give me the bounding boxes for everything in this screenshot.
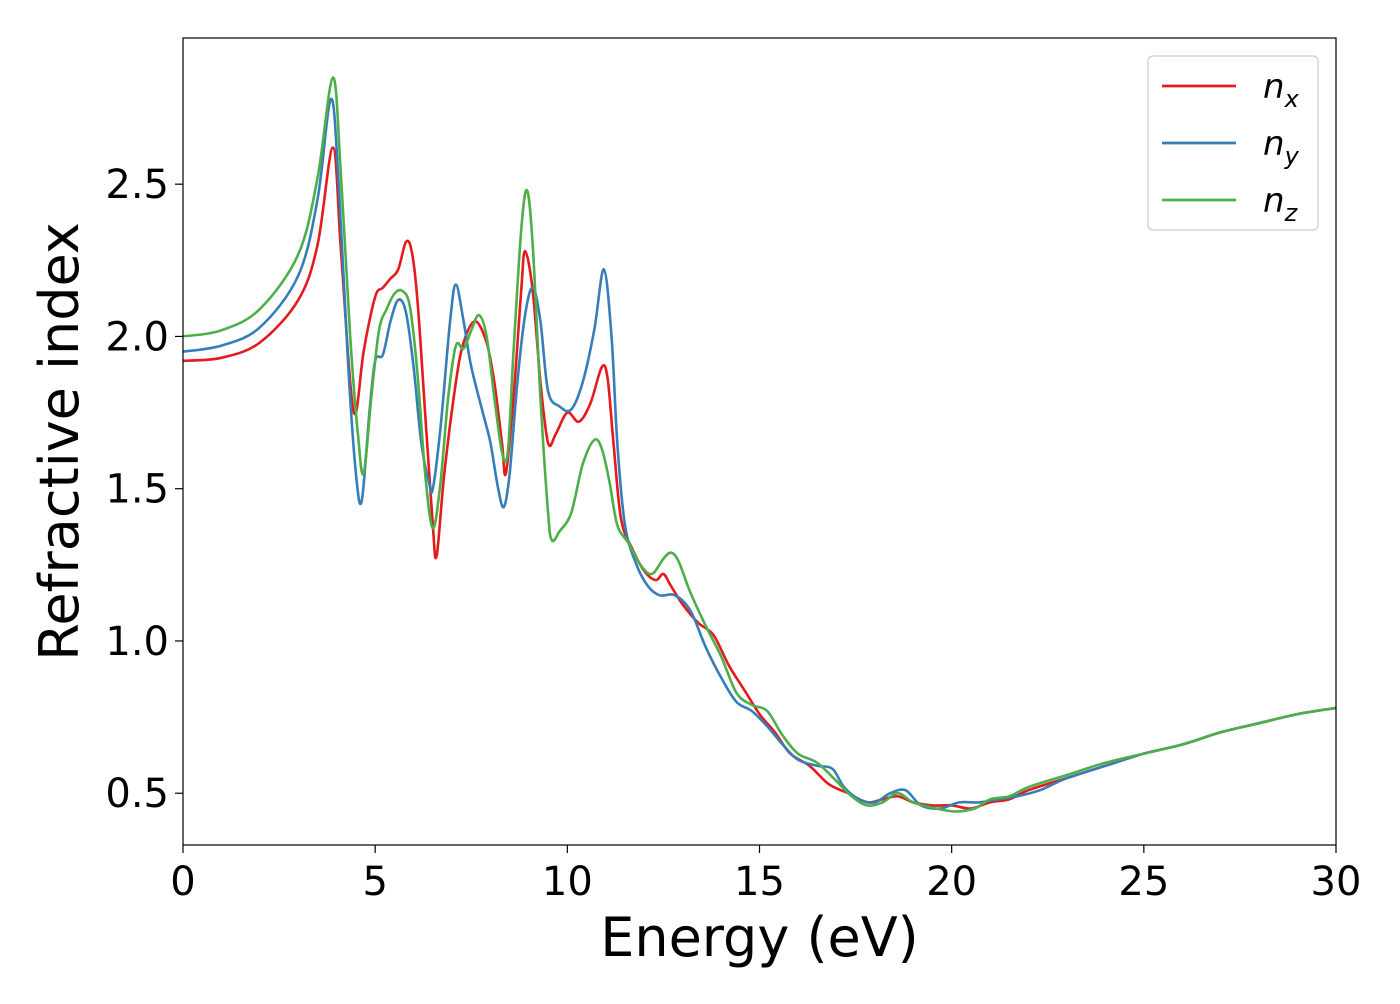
x-tick-label: 10 [542, 859, 593, 905]
x-tick-label: 15 [734, 859, 785, 905]
legend: nx ny nz [1147, 55, 1319, 231]
y-tick-label: 1.5 [105, 467, 169, 513]
legend-label-ny: ny [1263, 124, 1300, 170]
legend-label-nz: nz [1263, 181, 1299, 227]
x-tick-label: 30 [1311, 859, 1362, 905]
x-tick-label: 0 [170, 859, 195, 905]
x-tick-label: 20 [926, 859, 977, 905]
x-axis-title: Energy (eV) [600, 906, 919, 969]
series-line-nz [183, 76, 1336, 813]
series-layer [183, 76, 1336, 813]
legend-label-nx: nx [1263, 67, 1300, 113]
y-axis: 0.5 1.0 1.5 2.0 2.5 [105, 162, 183, 817]
x-tick-label: 5 [362, 859, 387, 905]
y-axis-title: Refractive index [28, 222, 91, 661]
y-tick-label: 1.0 [105, 619, 169, 665]
y-tick-label: 2.0 [105, 314, 169, 360]
x-axis: 0 5 10 15 20 25 30 [170, 845, 1361, 905]
y-tick-label: 0.5 [105, 771, 169, 817]
series-line-nx [183, 146, 1336, 810]
y-tick-label: 2.5 [105, 162, 169, 208]
x-tick-label: 25 [1118, 859, 1169, 905]
